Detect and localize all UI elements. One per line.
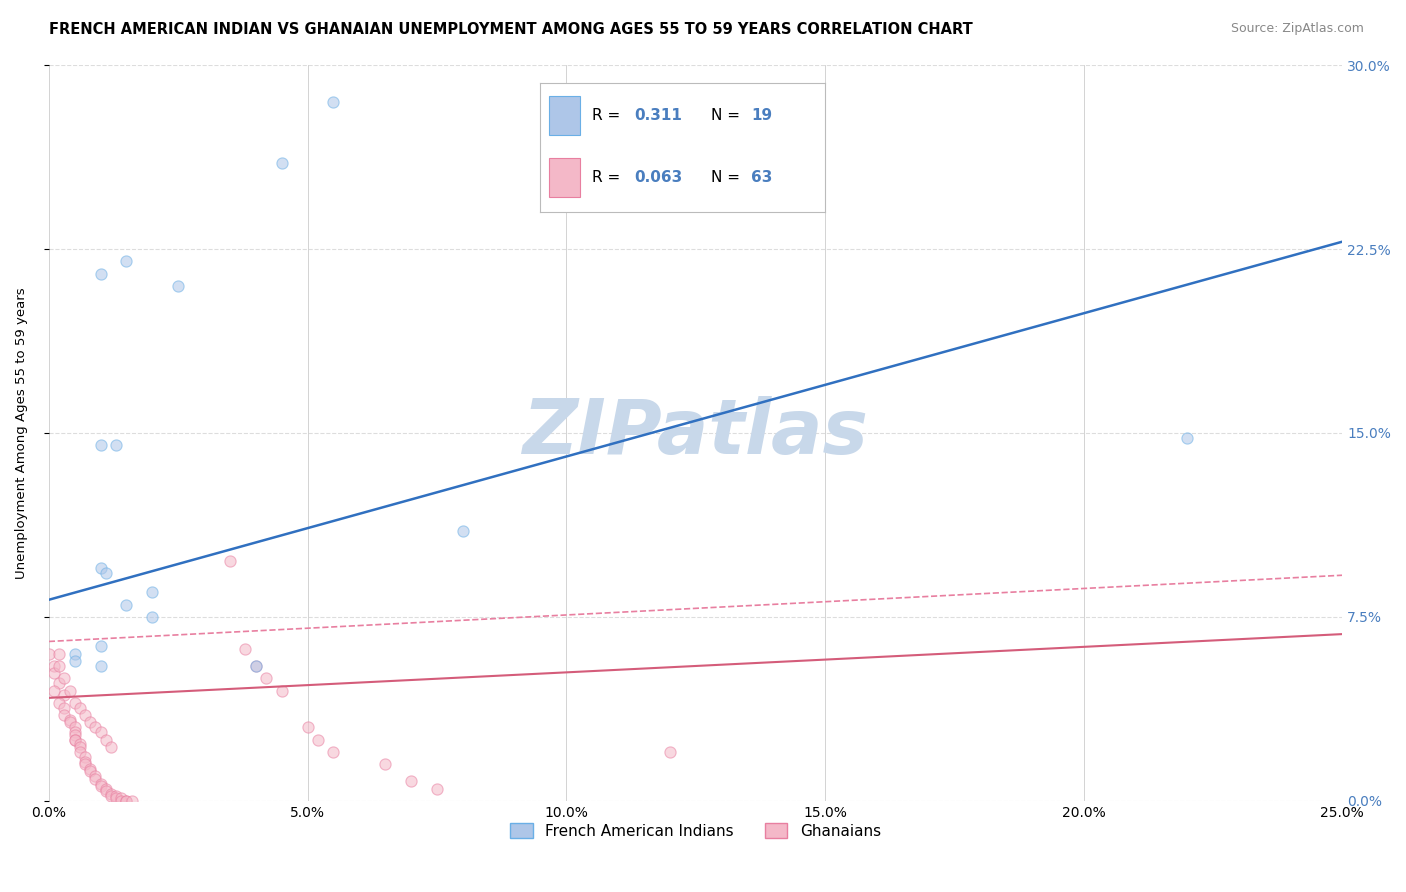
Point	[94, 732, 117, 747]
Point	[69, 700, 91, 714]
Point	[63, 647, 86, 661]
Point	[115, 794, 138, 808]
Point	[270, 683, 292, 698]
Point	[115, 598, 138, 612]
Point	[58, 683, 80, 698]
Point	[115, 794, 138, 808]
Point	[53, 700, 76, 714]
Point	[69, 745, 91, 759]
Point	[105, 791, 128, 805]
Legend: French American Indians, Ghanaians: French American Indians, Ghanaians	[505, 816, 887, 845]
Point	[167, 278, 190, 293]
Point	[90, 659, 112, 673]
Point	[245, 659, 267, 673]
Point	[63, 654, 86, 668]
Point	[451, 524, 474, 538]
Point	[110, 791, 132, 805]
Point	[63, 725, 86, 739]
Point	[115, 254, 138, 268]
Point	[90, 267, 112, 281]
Point	[53, 689, 76, 703]
Point	[38, 647, 60, 661]
Point	[73, 757, 96, 772]
Point	[73, 749, 96, 764]
Point	[63, 720, 86, 734]
Point	[219, 553, 242, 567]
Point	[84, 772, 107, 786]
Point	[90, 438, 112, 452]
Point	[53, 671, 76, 685]
Point	[79, 764, 101, 779]
Point	[48, 696, 70, 710]
Text: FRENCH AMERICAN INDIAN VS GHANAIAN UNEMPLOYMENT AMONG AGES 55 TO 59 YEARS CORREL: FRENCH AMERICAN INDIAN VS GHANAIAN UNEMP…	[49, 22, 973, 37]
Point	[1175, 431, 1198, 445]
Point	[79, 762, 101, 776]
Point	[307, 732, 329, 747]
Point	[84, 720, 107, 734]
Point	[245, 659, 267, 673]
Point	[63, 732, 86, 747]
Point	[105, 438, 128, 452]
Point	[399, 774, 422, 789]
Point	[110, 794, 132, 808]
Point	[94, 781, 117, 796]
Point	[100, 739, 122, 754]
Point	[48, 659, 70, 673]
Point	[58, 713, 80, 727]
Point	[42, 659, 65, 673]
Point	[69, 739, 91, 754]
Y-axis label: Unemployment Among Ages 55 to 59 years: Unemployment Among Ages 55 to 59 years	[15, 287, 28, 579]
Point	[69, 738, 91, 752]
Text: ZIPatlas: ZIPatlas	[523, 396, 869, 470]
Point	[79, 715, 101, 730]
Point	[58, 715, 80, 730]
Point	[90, 779, 112, 793]
Point	[121, 794, 143, 808]
Point	[254, 671, 277, 685]
Point	[100, 787, 122, 801]
Point	[141, 610, 163, 624]
Point	[322, 745, 344, 759]
Point	[48, 676, 70, 690]
Point	[658, 745, 681, 759]
Point	[63, 728, 86, 742]
Point	[90, 640, 112, 654]
Point	[63, 732, 86, 747]
Point	[90, 561, 112, 575]
Point	[94, 566, 117, 580]
Point	[63, 696, 86, 710]
Point	[90, 777, 112, 791]
Point	[297, 720, 319, 734]
Point	[322, 95, 344, 109]
Point	[141, 585, 163, 599]
Point	[42, 666, 65, 681]
Point	[53, 708, 76, 723]
Point	[84, 769, 107, 783]
Point	[105, 789, 128, 803]
Point	[90, 725, 112, 739]
Point	[100, 789, 122, 803]
Point	[94, 784, 117, 798]
Point	[270, 156, 292, 170]
Point	[426, 781, 449, 796]
Point	[48, 647, 70, 661]
Point	[73, 755, 96, 769]
Point	[42, 683, 65, 698]
Text: Source: ZipAtlas.com: Source: ZipAtlas.com	[1230, 22, 1364, 36]
Point	[374, 757, 396, 772]
Point	[235, 641, 257, 656]
Point	[73, 708, 96, 723]
